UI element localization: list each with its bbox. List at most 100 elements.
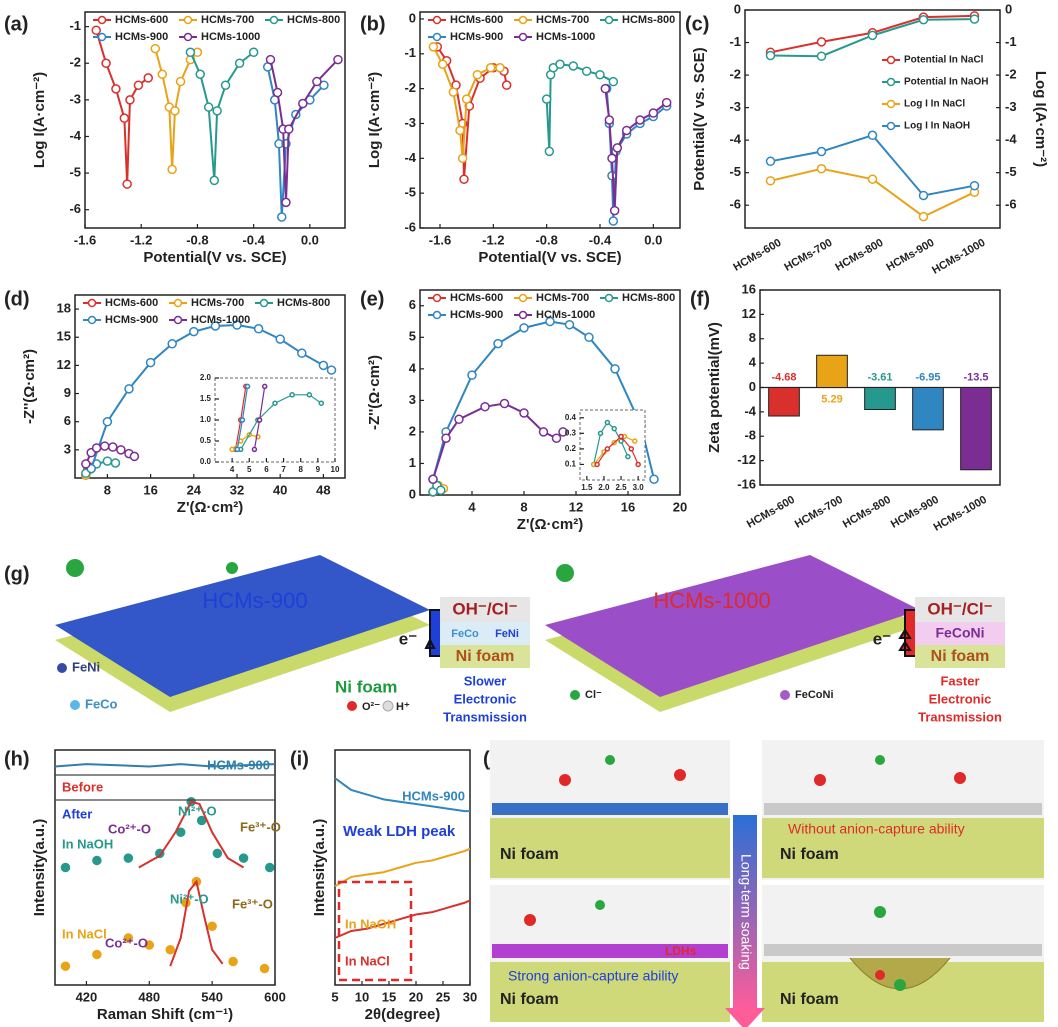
data-point xyxy=(457,153,468,164)
series-line xyxy=(334,899,471,939)
data-point xyxy=(251,446,258,453)
data-point xyxy=(203,102,214,112)
legend-marker xyxy=(183,15,193,25)
legend-marker xyxy=(886,121,896,131)
x-tick-label: 15 xyxy=(382,989,396,1004)
data-point xyxy=(441,433,451,443)
y-tick-label: -4 xyxy=(69,128,81,143)
data-point xyxy=(116,445,126,455)
legend-label: Potential In NaCl xyxy=(904,55,984,66)
x-tick-label: HCMs-600 xyxy=(745,494,797,531)
data-point xyxy=(91,443,102,453)
data-point xyxy=(185,47,196,58)
ion xyxy=(874,906,886,918)
y-tick-label: -16 xyxy=(737,476,756,491)
y-tick-label: 0.3 xyxy=(565,428,577,437)
panel-label: (d) xyxy=(4,288,30,310)
y2-tick-label: -4 xyxy=(1005,132,1017,147)
legend-marker xyxy=(604,15,614,25)
plot-frame xyxy=(334,749,471,986)
y-tick-label: 0 xyxy=(749,379,756,394)
x-tick-label: -0.4 xyxy=(589,232,612,247)
legend-label: HCMs-900 xyxy=(450,309,503,321)
label: FeCoNi xyxy=(936,625,985,641)
y-tick-label: -12 xyxy=(737,452,756,467)
x-tick-label: 7 xyxy=(281,465,286,474)
annotation: Co²⁺-O xyxy=(105,935,148,950)
annotation: Weak LDH peak xyxy=(343,823,456,840)
value-label: -4.68 xyxy=(771,371,796,383)
y-tick-label: -2 xyxy=(404,80,416,95)
data-point xyxy=(635,115,645,125)
data-point xyxy=(144,940,155,950)
data-point xyxy=(99,441,110,451)
legend-label: HCMs-700 xyxy=(191,297,244,309)
x-tick-label: 10 xyxy=(355,989,369,1004)
legend-label: Log I In NaCl xyxy=(904,99,965,110)
y-tick-label: -5 xyxy=(404,185,416,200)
data-point xyxy=(319,80,329,90)
y2-tick-label: -1 xyxy=(1005,34,1017,49)
data-point xyxy=(212,106,222,116)
data-point xyxy=(157,69,168,79)
label: Long-term soaking xyxy=(738,854,754,970)
layer xyxy=(440,597,530,622)
x-tick-label: HCMs-600 xyxy=(731,237,783,274)
y-tick-label: 0.1 xyxy=(565,460,577,469)
series-line xyxy=(770,134,975,197)
data-point xyxy=(461,94,472,104)
data-point xyxy=(969,180,980,191)
x-axis-label: 2θ(degree) xyxy=(365,1006,441,1023)
data-point xyxy=(167,164,177,175)
legend-label: HCMs-1000 xyxy=(536,31,595,43)
label: Without anion-capture ability xyxy=(788,821,965,837)
y-axis-label: Intensity(a.u.) xyxy=(311,819,328,917)
label: FeCo xyxy=(451,628,479,640)
legend-marker xyxy=(518,293,528,303)
ion xyxy=(954,772,966,784)
annotation: Fe³⁺-O xyxy=(240,819,281,834)
series-line xyxy=(593,421,629,465)
x-tick-label: 6 xyxy=(264,465,269,474)
panel-label: (e) xyxy=(360,288,384,310)
data-point xyxy=(123,933,134,943)
legend-label: HCMs-800 xyxy=(277,297,330,309)
data-point xyxy=(60,961,71,971)
data-point xyxy=(867,174,878,184)
ion xyxy=(524,914,536,926)
annotation: In NaOH xyxy=(62,836,113,851)
label: HCMs-900 xyxy=(202,588,307,613)
data-point xyxy=(60,862,71,873)
panel-label: (c) xyxy=(685,13,709,35)
data-point xyxy=(454,414,464,425)
series-line xyxy=(169,879,224,967)
y-axis-label: Intensity(a.u.) xyxy=(31,819,48,917)
plot-frame xyxy=(84,11,346,229)
data-point xyxy=(867,130,878,141)
legend-label: HCMs-800 xyxy=(287,14,340,26)
data-point xyxy=(607,153,617,164)
data-point xyxy=(501,80,512,90)
legend-label: HCMs-900 xyxy=(115,31,168,43)
x-tick-label: 0.0 xyxy=(301,232,319,247)
data-point xyxy=(196,815,207,826)
data-point xyxy=(298,98,308,109)
plot-frame xyxy=(744,9,1001,229)
data-point xyxy=(541,94,552,104)
icon xyxy=(57,663,67,673)
data-point xyxy=(272,400,278,406)
y-tick-label: 16 xyxy=(742,281,756,296)
data-point xyxy=(969,14,980,24)
x-tick-label: -1.2 xyxy=(130,232,152,247)
data-point xyxy=(259,963,270,974)
data-point xyxy=(124,384,134,394)
y-tick-label: -6 xyxy=(69,201,81,216)
y-tick-label: -1 xyxy=(69,18,81,33)
data-point xyxy=(165,945,175,955)
x-tick-label: 40 xyxy=(273,482,287,497)
icon xyxy=(780,690,790,700)
label: OH⁻/Cl⁻ xyxy=(452,599,517,618)
x-tick-label: 20 xyxy=(673,499,687,514)
series-line xyxy=(334,847,471,888)
x-tick-label: HCMs-900 xyxy=(884,237,936,274)
